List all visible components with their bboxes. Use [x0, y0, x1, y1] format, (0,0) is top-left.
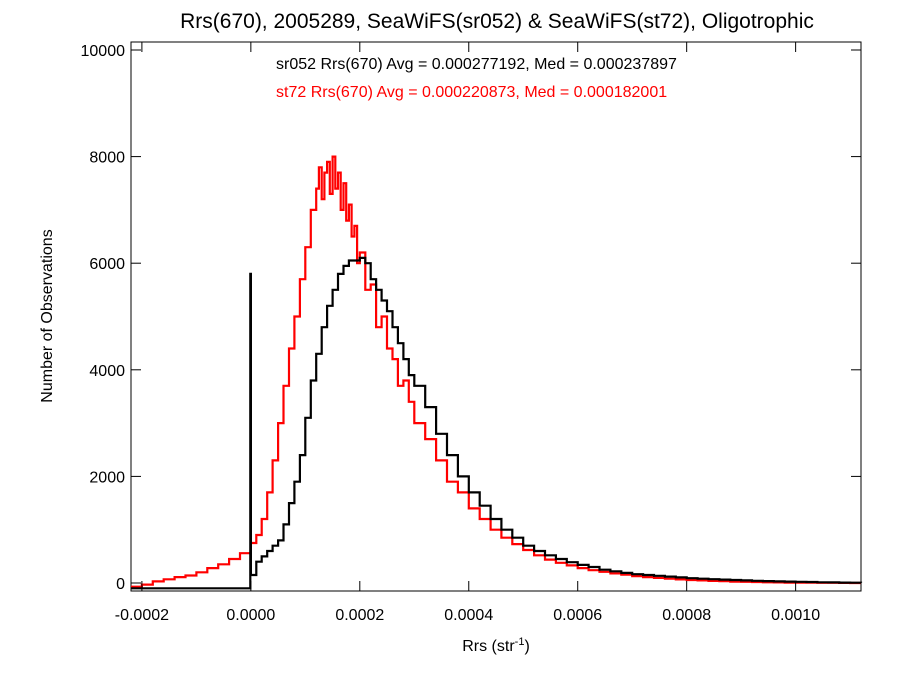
x-tick-label: 0.0006	[553, 607, 602, 624]
plot-frame	[130, 41, 862, 592]
y-tick-label: 4000	[89, 363, 125, 380]
x-axis-label-close: )	[524, 638, 529, 655]
series-line-0	[131, 256, 863, 590]
series-line-1	[131, 155, 861, 588]
annotation-sr052: sr052 Rrs(670) Avg = 0.000277192, Med = …	[276, 56, 677, 73]
y-axis: 0 2000 4000 6000 8000 10000	[81, 43, 861, 593]
y-tick-label: 2000	[89, 469, 125, 486]
x-axis: -0.0002 0.0000 0.0002 0.0004 0.0006 0.0008 0.0…	[115, 42, 820, 624]
y-tick-label: 0	[116, 576, 125, 593]
x-tick-label: -0.0002	[115, 607, 169, 624]
y-tick-label: 8000	[89, 150, 125, 167]
x-tick-label: 0.0000	[226, 607, 275, 624]
x-tick-label: 0.0010	[771, 607, 820, 624]
x-tick-label: 0.0004	[444, 607, 493, 624]
y-tick-label: 6000	[89, 256, 125, 273]
x-tick-label: 0.0002	[335, 607, 384, 624]
chart-title: Rrs(670), 2005289, SeaWiFS(sr052) & SeaW…	[180, 10, 814, 33]
series-layer	[131, 155, 863, 590]
x-axis-label: Rrs (str-1)	[462, 636, 530, 655]
y-tick-label: 10000	[81, 43, 126, 60]
y-axis-label: Number of Observations	[39, 229, 56, 402]
x-axis-label-main: Rrs (str	[462, 638, 515, 655]
annotation-st72: st72 Rrs(670) Avg = 0.000220873, Med = 0…	[276, 84, 667, 101]
x-axis-label-superscript: -1	[515, 636, 525, 648]
x-tick-label: 0.0008	[662, 607, 711, 624]
